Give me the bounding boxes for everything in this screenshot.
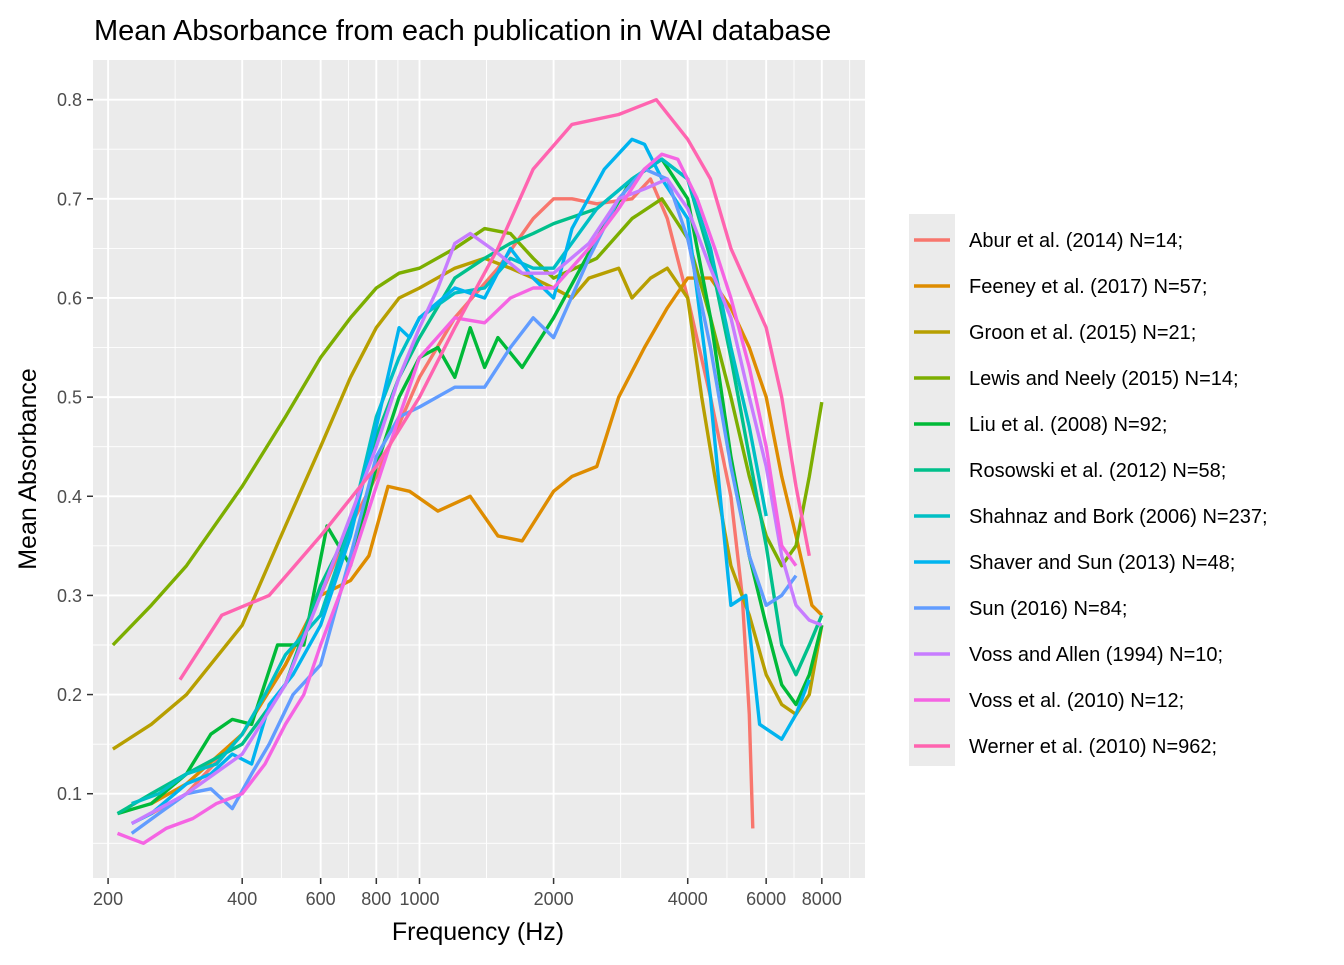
x-tick-label: 6000	[746, 889, 786, 909]
y-tick-label: 0.4	[57, 487, 82, 507]
x-tick-label: 400	[227, 889, 257, 909]
legend-label-12: Werner et al. (2010) N=962;	[969, 736, 1217, 758]
series-line-10	[130, 177, 823, 825]
series-lines	[111, 98, 824, 845]
legend-key-background	[909, 214, 955, 766]
legend-label-11: Voss et al. (2010) N=12;	[969, 690, 1184, 712]
legend: Abur et al. (2014) N=14; Feeney et al. (2…	[909, 214, 1268, 766]
legend-label-1: Abur et al. (2014) N=14;	[969, 230, 1183, 252]
series-line-11	[116, 152, 798, 845]
series-line-8	[130, 137, 811, 826]
y-tick-label: 0.8	[57, 90, 82, 110]
legend-label-3: Groon et al. (2015) N=21;	[969, 322, 1196, 344]
y-tick-label: 0.7	[57, 189, 82, 209]
y-tick-label: 0.3	[57, 586, 82, 606]
x-tick-label: 200	[93, 889, 123, 909]
y-axis-label: Mean Absorbance	[14, 368, 42, 570]
x-tick-label: 800	[361, 889, 391, 909]
legend-label-7: Shahnaz and Bork (2006) N=237;	[969, 506, 1268, 528]
x-axis-label: Frequency (Hz)	[392, 918, 564, 946]
grid-lines	[93, 60, 865, 878]
legend-label-5: Liu et al. (2008) N=92;	[969, 414, 1167, 436]
legend-label-8: Shaver and Sun (2013) N=48;	[969, 552, 1235, 574]
series-line-2	[150, 276, 824, 806]
y-tick-label: 0.1	[57, 784, 82, 804]
legend-label-10: Voss and Allen (1994) N=10;	[969, 644, 1223, 666]
series-line-12	[178, 98, 811, 681]
legend-label-9: Sun (2016) N=84;	[969, 598, 1127, 620]
x-tick-label: 2000	[534, 889, 574, 909]
x-tick-label: 1000	[399, 889, 439, 909]
legend-label-6: Rosowski et al. (2012) N=58;	[969, 460, 1226, 482]
chart-title: Mean Absorbance from each publication in…	[94, 15, 831, 47]
x-tick-label: 8000	[802, 889, 842, 909]
y-tick-label: 0.6	[57, 288, 82, 308]
plot-background	[93, 60, 865, 878]
y-tick-label: 0.5	[57, 388, 82, 408]
x-tick-label: 4000	[668, 889, 708, 909]
legend-label-2: Feeney et al. (2017) N=57;	[969, 276, 1207, 298]
series-line-9	[130, 167, 798, 835]
y-tick-label: 0.2	[57, 685, 82, 705]
plot-panel	[93, 60, 865, 878]
x-axis: 200 400 600 800 1000 2000 4000 6000 8000	[93, 878, 842, 909]
legend-label-4: Lewis and Neely (2015) N=14;	[969, 368, 1239, 390]
x-tick-label: 600	[306, 889, 336, 909]
y-axis: 0.1 0.2 0.3 0.4 0.5 0.6 0.7 0.8	[57, 90, 93, 804]
